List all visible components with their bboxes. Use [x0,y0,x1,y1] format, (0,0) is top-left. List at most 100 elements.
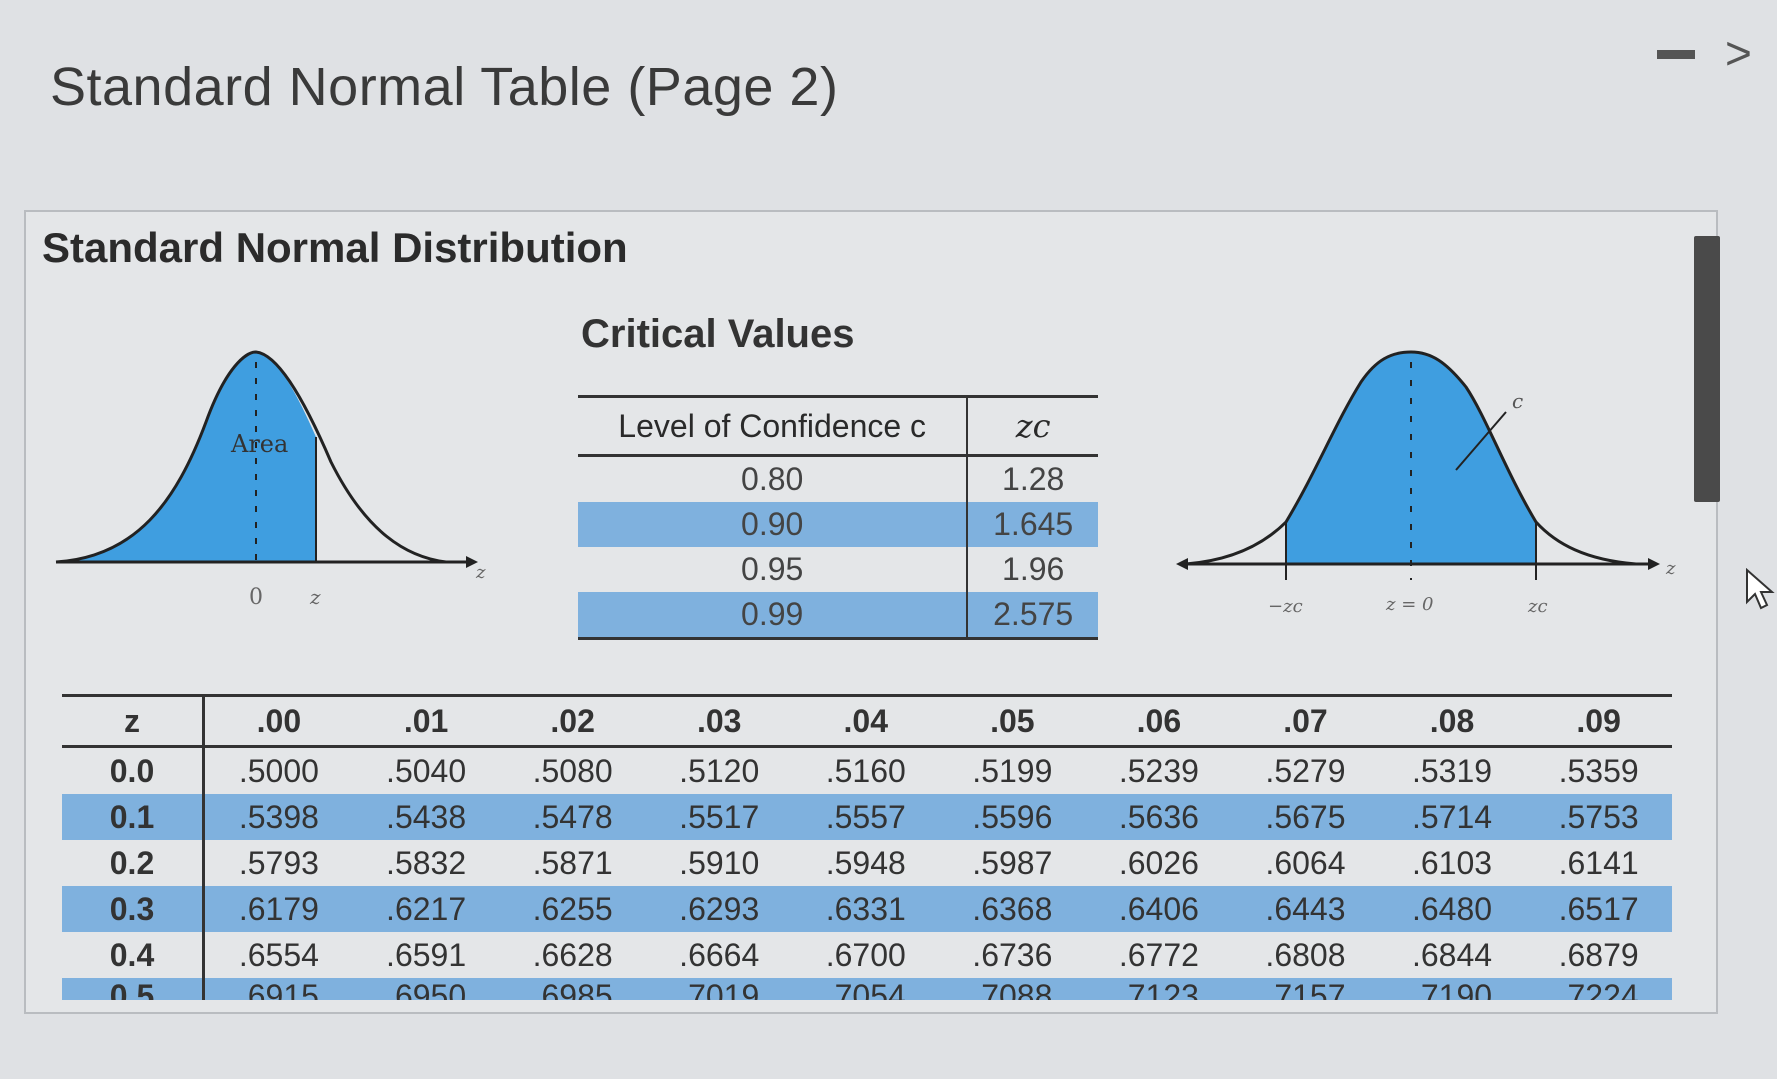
z-value-cell: .5714 [1378,794,1526,840]
right-axis-arrow-right [1648,558,1660,570]
z-value-cell: .6026 [1118,844,1199,881]
right-pos-zc-label: zc [1527,596,1548,617]
close-icon[interactable]: > [1725,27,1752,79]
window-controls: > [1657,30,1777,80]
z-value-cell: .5438 [352,794,500,840]
z-value-cell: .6808 [1265,936,1346,973]
z-value-cell: .5319 [1411,752,1493,789]
z-value-cell: .5636 [1085,794,1233,840]
critical-values-heading: Critical Values [581,312,855,356]
z-table-viewport[interactable]: z .00 .01 .02 .03 .04 .05 .06 .07 .08 .0… [62,694,1672,1000]
z-header-cell: .03 [645,694,793,748]
z-header-cell: .06 [1085,694,1233,748]
left-zero-label: 0 [249,585,263,610]
z-value-cell: .6591 [386,936,467,973]
cv-header-confidence: Level of Confidence c [578,395,969,457]
z-value-cell: .6103 [1411,844,1493,881]
z-value-cell: .5987 [972,844,1053,881]
cv-row: 0.90 1.645 [578,502,1098,547]
z-table-row: 0.5.6915.6950.6985.7019.7054.7088.7123.7… [62,978,1672,1000]
z-value-cell: .6255 [499,886,646,932]
z-value-cell: .5753 [1525,794,1672,840]
cv-zc-cell: 1.96 [1002,551,1065,587]
z-value-cell: .6664 [679,936,760,973]
left-z-label: z [309,585,321,609]
z-value-cell: .6700 [825,936,906,973]
z-header-cell: .05 [939,694,1086,748]
z-value-cell: .7054 [792,978,940,1000]
z-row-label: 0.2 [62,840,205,886]
right-axis-arrow-left [1176,558,1188,570]
cv-confidence-cell: 0.90 [578,502,969,547]
z-value-cell: .6736 [972,936,1053,973]
z-value-cell: .5279 [1265,752,1346,789]
z-value-cell: .6179 [203,886,353,932]
z-value-cell: .7224 [1525,978,1672,1000]
z-value-cell: .6554 [238,936,319,973]
z-table-row: 0.4 .6554 .6591 .6628 .6664 .6700 .6736 .6772 .6… [62,932,1672,978]
z-value-cell: .6950 [352,978,500,1000]
z-value-cell: .5199 [972,752,1053,789]
z-value-cell: .5557 [792,794,940,840]
z-value-cell: .5517 [645,794,793,840]
z-header-cell: .01 [352,694,500,748]
z-header-cell: .00 [203,694,353,748]
z-value-cell: .6141 [1558,844,1639,881]
z-header-cell: .02 [499,694,646,748]
cv-confidence-cell: 0.95 [578,547,969,592]
right-mid-label: z = 0 [1385,594,1433,615]
z-header-cell: .08 [1378,694,1526,748]
z-value-cell: .6517 [1525,886,1672,932]
z-value-cell: .5000 [238,752,319,789]
z-value-cell: .6772 [1118,936,1199,973]
z-value-cell: .6985 [499,978,646,1000]
z-value-cell: .5478 [499,794,646,840]
right-critical-curve: c −zc z = 0 zc z [1176,350,1676,617]
z-value-cell: .5793 [238,844,319,881]
z-value-cell: .6064 [1265,844,1346,881]
right-c-pointer [1455,411,1507,471]
z-value-cell: .6217 [352,886,500,932]
z-value-cell: .6406 [1085,886,1233,932]
z-table-row: 0.3.6179.6217.6255.6293.6331.6368.6406.6… [62,886,1672,932]
z-value-cell: .7088 [939,978,1086,1000]
z-value-cell: .6844 [1411,936,1493,973]
z-row-label: 0.0 [62,746,205,794]
area-label: Area [230,430,288,458]
cv-zc-cell: 1.645 [967,502,1098,547]
distribution-panel: Standard Normal Distribution Critical Va… [24,210,1720,1014]
z-value-cell: .6443 [1232,886,1379,932]
z-table: z .00 .01 .02 .03 .04 .05 .06 .07 .08 .0… [62,694,1672,1000]
z-value-cell: .7157 [1232,978,1379,1000]
z-value-cell: .6293 [645,886,793,932]
z-value-cell: .6915 [203,978,353,1000]
z-value-cell: .5160 [825,752,906,789]
left-axis-arrow [466,556,478,568]
minimize-icon[interactable] [1657,50,1695,59]
z-row-label: 0.4 [62,932,205,978]
mouse-cursor-icon [1746,568,1775,610]
cv-confidence-cell: 0.99 [578,592,969,640]
left-curve-line [55,350,447,564]
z-value-cell: .5080 [532,752,613,789]
z-value-cell: .5359 [1558,752,1639,789]
z-table-header: z .00 .01 .02 .03 .04 .05 .06 .07 .08 .0… [62,694,1672,748]
z-row-label: 0.5 [62,978,205,1000]
z-header-cell: .09 [1525,694,1672,748]
cv-header-zc: zc [967,395,1098,457]
cv-header-row: Level of Confidence c zc [578,395,1098,457]
page-title: Standard Normal Table (Page 2) [50,57,839,117]
z-header-cell: .04 [792,694,940,748]
cv-confidence-cell: 0.80 [578,455,969,502]
z-table-row: 0.1.5398.5438.5478.5517.5557.5596.5636.5… [62,794,1672,840]
z-row-label: 0.3 [62,886,205,932]
cv-zc-cell: 1.28 [1002,461,1065,497]
cv-row: 0.80 1.28 [578,455,1098,502]
right-axis-label: z [1665,558,1676,579]
cv-row: 0.99 2.575 [578,592,1098,640]
z-row-label: 0.1 [62,794,205,840]
panel-heading: Standard Normal Distribution [42,224,628,271]
scrollbar-thumb[interactable] [1694,236,1720,502]
cv-zc-cell: 2.575 [967,592,1098,640]
z-table-row: 0.0 .5000 .5040 .5080 .5120 .5160 .5199 .5239 .5… [62,746,1672,794]
